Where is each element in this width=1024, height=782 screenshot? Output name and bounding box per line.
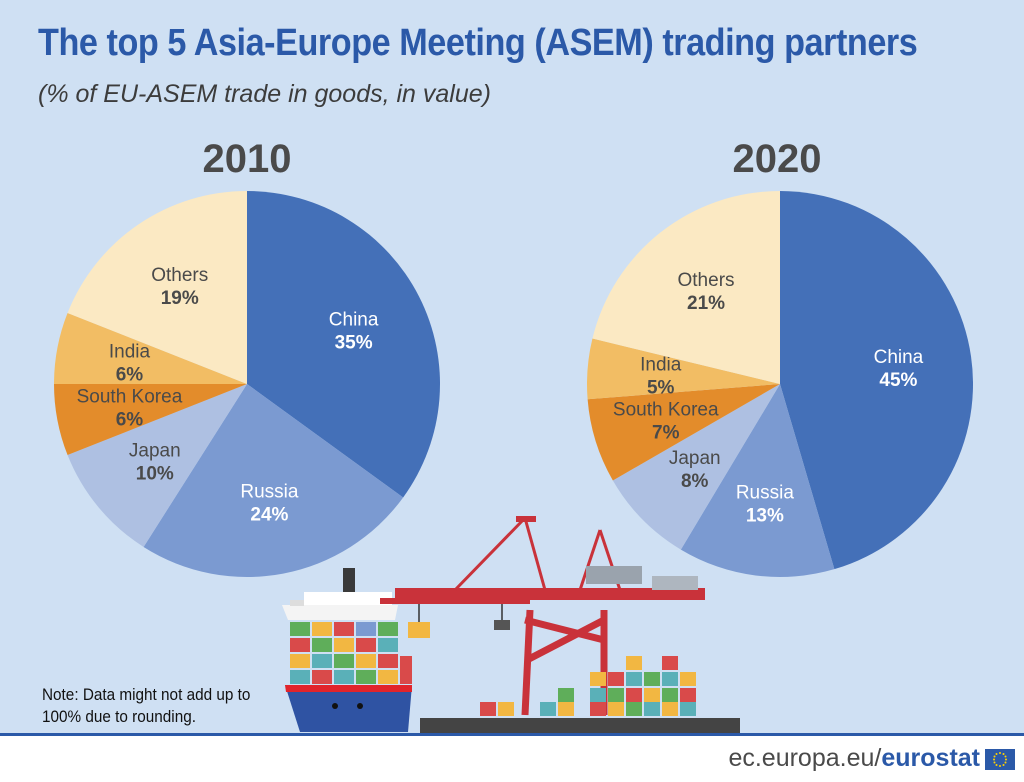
slice-value-2020-south-korea: 7% <box>652 423 680 444</box>
slice-2020-japan <box>612 384 780 550</box>
slice-value-2020-russia: 13% <box>746 506 784 527</box>
pie-title-2020: 2020 <box>732 137 822 181</box>
footnote: Note: Data might not add up to 100% due … <box>42 685 251 726</box>
slice-label-2020-china: China <box>874 347 924 368</box>
slice-2010-others <box>67 191 248 384</box>
slice-label-2010-others: Others <box>151 265 208 286</box>
slice-label-2020-others: Others <box>678 270 735 291</box>
slice-label-2020-india: India <box>640 355 682 376</box>
eu-flag-icon <box>985 749 1015 770</box>
slice-value-2010-others: 19% <box>161 288 199 309</box>
slice-2010-india <box>54 312 247 384</box>
slice-label-2020-japan: Japan <box>669 448 721 469</box>
slice-value-2010-south-korea: 6% <box>116 409 144 430</box>
chart-subtitle: (% of EU-ASEM trade in goods, in value) <box>38 80 491 108</box>
source-brand: eurostat <box>881 744 980 772</box>
slice-label-2010-south-korea: South Korea <box>77 386 183 407</box>
footer-rule <box>0 733 1024 736</box>
slice-value-2010-russia: 24% <box>250 505 288 526</box>
source-domain: ec.europa.eu/ <box>728 744 882 772</box>
slice-value-2020-japan: 8% <box>681 471 709 492</box>
slice-2010-russia <box>143 384 404 577</box>
slice-label-2010-japan: Japan <box>129 440 181 461</box>
slice-label-2010-russia: Russia <box>240 482 299 503</box>
slice-value-2010-china: 35% <box>335 333 373 354</box>
slice-2010-japan <box>67 384 248 547</box>
slice-label-2010-india: India <box>109 342 151 363</box>
chart-title: The top 5 Asia-Europe Meeting (ASEM) tra… <box>38 22 918 64</box>
slice-2020-others <box>592 191 780 384</box>
slice-value-2010-india: 6% <box>116 365 144 386</box>
source-link[interactable]: ec.europa.eu/eurostat <box>728 744 980 773</box>
slice-2020-india <box>586 338 780 400</box>
slice-label-2010-china: China <box>329 310 379 331</box>
slice-value-2020-india: 5% <box>647 378 675 399</box>
slice-2020-russia <box>680 384 835 577</box>
slice-2010-china <box>247 191 440 498</box>
slice-2020-south-korea <box>587 384 780 481</box>
slice-value-2020-others: 21% <box>687 293 725 314</box>
slice-2020-china <box>780 191 973 570</box>
slice-value-2020-china: 45% <box>879 370 917 391</box>
slice-value-2010-japan: 10% <box>136 463 174 484</box>
slice-label-2020-south-korea: South Korea <box>613 400 719 421</box>
port-illustration <box>282 516 740 734</box>
slice-label-2020-russia: Russia <box>736 483 795 504</box>
slice-2010-south-korea <box>54 384 247 456</box>
pie-title-2010: 2010 <box>202 137 292 181</box>
